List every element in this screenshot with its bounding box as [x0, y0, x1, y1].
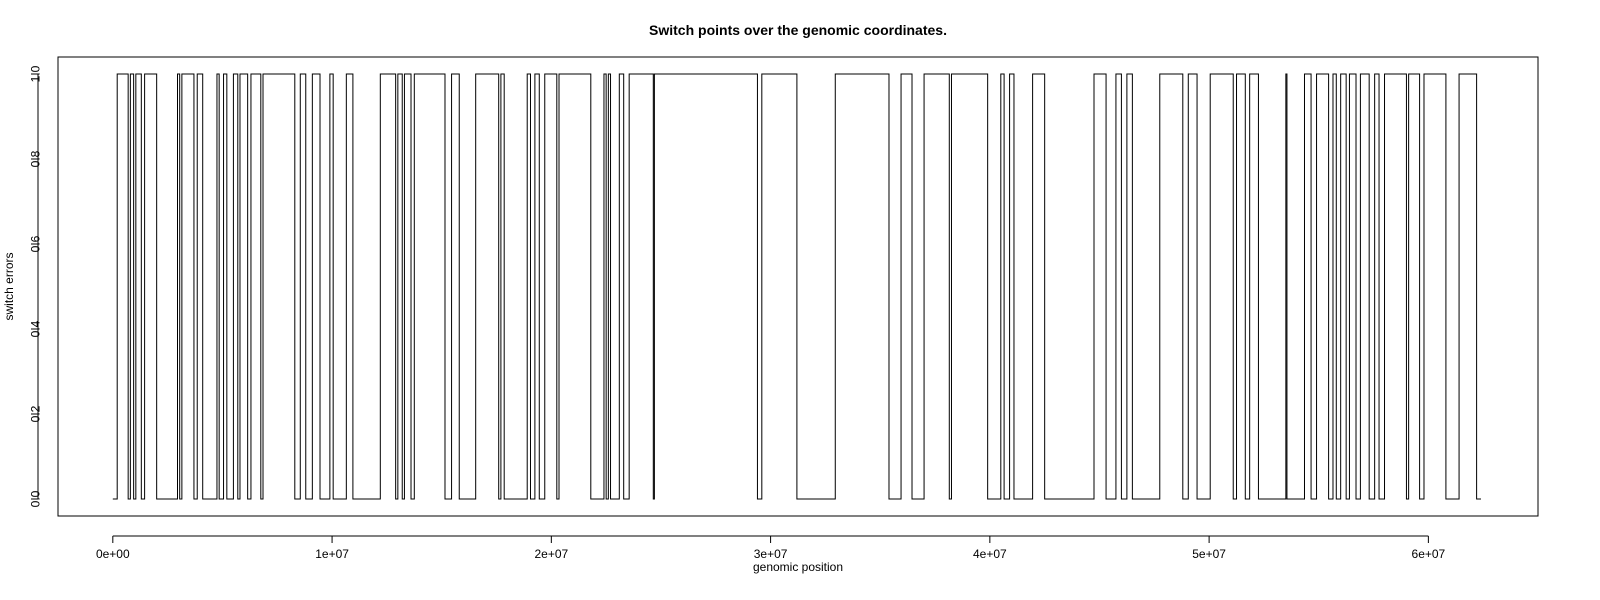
series-group — [112, 73, 1481, 500]
x-axis: 0e+00 1e+07 2e+07 3e+07 4e+07 5e+07 6e+07 — [96, 535, 1446, 561]
y-axis-label: switch errors — [2, 252, 16, 320]
y-tick-label: 0.0 — [29, 490, 43, 507]
plot-frame — [57, 56, 1539, 517]
x-tick-label: 0e+00 — [96, 547, 130, 561]
x-tick-label: 4e+07 — [973, 547, 1007, 561]
x-tick-label: 3e+07 — [754, 547, 788, 561]
y-tick-label: 0.8 — [29, 150, 43, 167]
x-axis-label: genomic position — [753, 560, 843, 574]
y-axis: 0.0 0.2 0.4 0.6 0.8 1.0 — [29, 65, 43, 507]
y-tick-label: 0.6 — [29, 235, 43, 252]
y-tick-label: 0.2 — [29, 405, 43, 422]
chart-title: Switch points over the genomic coordinat… — [649, 22, 947, 38]
x-tick-label: 1e+07 — [315, 547, 349, 561]
x-tick-label: 6e+07 — [1412, 547, 1446, 561]
x-tick-label: 5e+07 — [1192, 547, 1226, 561]
y-tick-label: 0.4 — [29, 320, 43, 337]
y-tick-label: 1.0 — [29, 65, 43, 82]
x-tick-label: 2e+07 — [534, 547, 568, 561]
switch-error-series-line — [112, 73, 1481, 500]
